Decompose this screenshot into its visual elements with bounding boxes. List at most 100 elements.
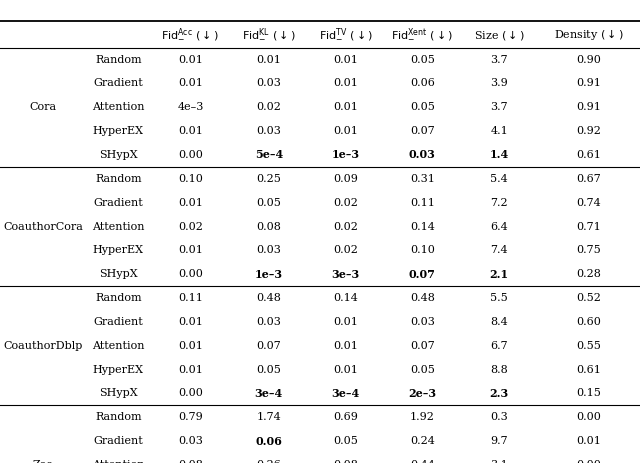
- Text: 0.52: 0.52: [577, 293, 601, 303]
- Text: 0.01: 0.01: [333, 126, 358, 136]
- Text: 0.05: 0.05: [257, 364, 281, 375]
- Text: 0.01: 0.01: [333, 341, 358, 351]
- Text: 0.14: 0.14: [410, 221, 435, 232]
- Text: 0.31: 0.31: [410, 174, 435, 184]
- Text: 1.74: 1.74: [257, 412, 281, 422]
- Text: 0.05: 0.05: [333, 436, 358, 446]
- Text: 0.00: 0.00: [178, 150, 203, 160]
- Text: 0.61: 0.61: [577, 150, 601, 160]
- Text: 2.1: 2.1: [490, 269, 509, 280]
- Text: 0.06: 0.06: [410, 78, 435, 88]
- Text: 8.8: 8.8: [490, 364, 508, 375]
- Text: 0.60: 0.60: [577, 317, 601, 327]
- Text: 0.02: 0.02: [333, 198, 358, 208]
- Text: 5e–4: 5e–4: [255, 150, 283, 161]
- Text: 0.71: 0.71: [577, 221, 601, 232]
- Text: Attention: Attention: [92, 102, 145, 113]
- Text: 1e–3: 1e–3: [332, 150, 360, 161]
- Text: 0.02: 0.02: [178, 221, 203, 232]
- Text: Random: Random: [95, 412, 141, 422]
- Text: $\mathrm{Fid}^{\mathrm{TV}}_{-}\ (\downarrow)$: $\mathrm{Fid}^{\mathrm{TV}}_{-}\ (\downa…: [319, 26, 372, 43]
- Text: 0.03: 0.03: [257, 245, 281, 256]
- Text: 0.55: 0.55: [577, 341, 601, 351]
- Text: 2.3: 2.3: [490, 388, 509, 399]
- Text: 0.03: 0.03: [410, 317, 435, 327]
- Text: SHypX: SHypX: [99, 150, 138, 160]
- Text: 0.01: 0.01: [333, 364, 358, 375]
- Text: 3e–4: 3e–4: [255, 388, 283, 399]
- Text: 0.79: 0.79: [178, 412, 203, 422]
- Text: $\mathrm{Fid}^{\mathrm{Xent}}_{-}\ (\downarrow)$: $\mathrm{Fid}^{\mathrm{Xent}}_{-}\ (\dow…: [391, 26, 454, 43]
- Text: 0.26: 0.26: [257, 460, 281, 463]
- Text: 0.92: 0.92: [577, 126, 601, 136]
- Text: $\mathrm{Fid}^{\mathrm{KL}}_{-}\ (\downarrow)$: $\mathrm{Fid}^{\mathrm{KL}}_{-}\ (\downa…: [242, 26, 296, 43]
- Text: 0.15: 0.15: [577, 388, 601, 399]
- Text: 6.4: 6.4: [490, 221, 508, 232]
- Text: 0.44: 0.44: [410, 460, 435, 463]
- Text: HyperEX: HyperEX: [93, 245, 144, 256]
- Text: 7.4: 7.4: [490, 245, 508, 256]
- Text: 1.4: 1.4: [490, 150, 509, 161]
- Text: Gradient: Gradient: [93, 317, 143, 327]
- Text: 8.4: 8.4: [490, 317, 508, 327]
- Text: Random: Random: [95, 174, 141, 184]
- Text: CoauthorCora: CoauthorCora: [3, 221, 83, 232]
- Text: 0.07: 0.07: [410, 126, 435, 136]
- Text: 4.1: 4.1: [490, 126, 508, 136]
- Text: 0.00: 0.00: [577, 412, 601, 422]
- Text: 5.4: 5.4: [490, 174, 508, 184]
- Text: 6.7: 6.7: [490, 341, 508, 351]
- Text: 0.24: 0.24: [410, 436, 435, 446]
- Text: 0.01: 0.01: [178, 364, 203, 375]
- Text: Zoo: Zoo: [33, 460, 54, 463]
- Text: 0.11: 0.11: [178, 293, 203, 303]
- Text: Gradient: Gradient: [93, 78, 143, 88]
- Text: 0.01: 0.01: [178, 341, 203, 351]
- Text: 3.1: 3.1: [490, 460, 508, 463]
- Text: 0.69: 0.69: [333, 412, 358, 422]
- Text: 0.01: 0.01: [178, 78, 203, 88]
- Text: 0.25: 0.25: [257, 174, 281, 184]
- Text: 0.01: 0.01: [333, 102, 358, 113]
- Text: 0.01: 0.01: [333, 55, 358, 65]
- Text: 0.08: 0.08: [178, 460, 203, 463]
- Text: 3.7: 3.7: [490, 55, 508, 65]
- Text: Attention: Attention: [92, 460, 145, 463]
- Text: Cora: Cora: [29, 102, 57, 113]
- Text: 0.91: 0.91: [577, 102, 601, 113]
- Text: SHypX: SHypX: [99, 388, 138, 399]
- Text: 0.00: 0.00: [577, 460, 601, 463]
- Text: Attention: Attention: [92, 341, 145, 351]
- Text: 0.10: 0.10: [178, 174, 203, 184]
- Text: 9.7: 9.7: [490, 436, 508, 446]
- Text: 0.03: 0.03: [257, 317, 281, 327]
- Text: 0.28: 0.28: [577, 269, 601, 279]
- Text: 0.91: 0.91: [577, 78, 601, 88]
- Text: 0.75: 0.75: [577, 245, 601, 256]
- Text: 0.03: 0.03: [257, 78, 281, 88]
- Text: Density $(\downarrow)$: Density $(\downarrow)$: [554, 27, 623, 42]
- Text: 3e–3: 3e–3: [332, 269, 360, 280]
- Text: 0.61: 0.61: [577, 364, 601, 375]
- Text: 0.01: 0.01: [178, 55, 203, 65]
- Text: 0.3: 0.3: [490, 412, 508, 422]
- Text: 0.05: 0.05: [257, 198, 281, 208]
- Text: 0.08: 0.08: [333, 460, 358, 463]
- Text: 3e–4: 3e–4: [332, 388, 360, 399]
- Text: 0.90: 0.90: [577, 55, 601, 65]
- Text: 0.48: 0.48: [410, 293, 435, 303]
- Text: HyperEX: HyperEX: [93, 126, 144, 136]
- Text: 0.01: 0.01: [178, 126, 203, 136]
- Text: Random: Random: [95, 55, 141, 65]
- Text: 0.06: 0.06: [255, 436, 282, 447]
- Text: 0.11: 0.11: [410, 198, 435, 208]
- Text: 7.2: 7.2: [490, 198, 508, 208]
- Text: 0.01: 0.01: [178, 245, 203, 256]
- Text: 0.01: 0.01: [333, 78, 358, 88]
- Text: 0.02: 0.02: [333, 245, 358, 256]
- Text: 0.03: 0.03: [178, 436, 203, 446]
- Text: 0.07: 0.07: [410, 341, 435, 351]
- Text: 0.07: 0.07: [409, 269, 436, 280]
- Text: 1.92: 1.92: [410, 412, 435, 422]
- Text: 0.03: 0.03: [409, 150, 436, 161]
